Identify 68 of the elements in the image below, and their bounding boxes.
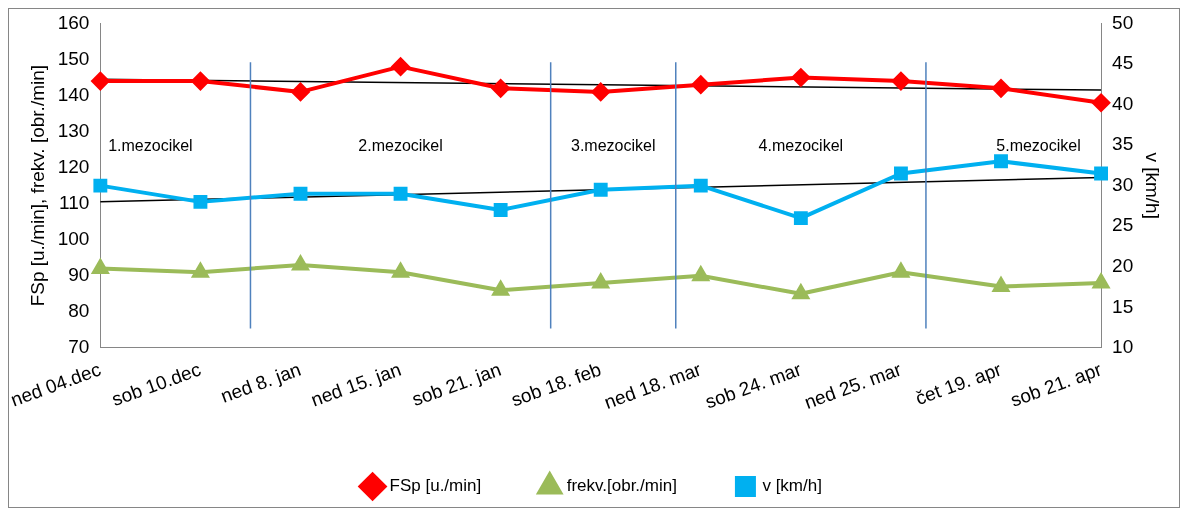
point: [291, 82, 310, 101]
y-tick-label: 100: [57, 227, 90, 249]
y2-tick-label: 45: [1112, 52, 1134, 74]
x-tick-label: ned 04.dec: [7, 358, 104, 411]
x-tick-label: sob 21. jan: [409, 358, 504, 411]
y2-tick-label: 35: [1112, 133, 1134, 155]
point: [393, 186, 408, 201]
y-tick-label: 70: [68, 336, 90, 358]
y-axis-title: FSp [u./min], frekv. [obr./min]: [27, 64, 49, 307]
point: [292, 255, 309, 271]
x-tick-label: sob 10.dec: [109, 358, 204, 411]
y2-tick-label: 40: [1112, 92, 1134, 114]
y2-tick-label: 10: [1112, 336, 1134, 358]
legend-label: frekv.[obr./min]: [566, 476, 677, 496]
y-tick-label: 80: [68, 300, 90, 322]
y2-tick-label: 50: [1112, 11, 1134, 33]
legend-label: FSp [u./min]: [389, 476, 482, 496]
point: [892, 263, 909, 278]
y-tick-label: 150: [57, 47, 90, 69]
y2-tick-label: 20: [1112, 255, 1134, 277]
point: [193, 194, 208, 209]
y2-axis-title: v [km/h]: [1142, 152, 1164, 219]
x-tick-label: ned 15. jan: [308, 358, 404, 411]
x-tick-label: sob 21. apr: [1007, 358, 1105, 411]
point: [491, 79, 510, 98]
point: [192, 263, 209, 278]
y-tick-label: 140: [57, 83, 90, 105]
legend-label: v [km/h]: [762, 476, 822, 496]
point: [391, 57, 410, 76]
point: [691, 75, 710, 94]
point: [592, 274, 609, 289]
point: [191, 72, 210, 91]
point: [593, 182, 608, 197]
point: [93, 178, 108, 193]
annotation: 3.mezocikel: [570, 137, 656, 155]
point: [793, 211, 808, 226]
y-tick-label: 90: [68, 264, 90, 286]
x-tick-label: ned 8. jan: [218, 358, 304, 407]
point: [1092, 93, 1111, 112]
y2-tick-label: 15: [1112, 295, 1134, 317]
x-tick-label: čet 19. apr: [912, 358, 1005, 409]
point: [893, 166, 908, 181]
point: [693, 178, 708, 193]
annotation: 1.mezocikel: [108, 137, 193, 155]
point: [791, 68, 810, 87]
point: [493, 203, 508, 217]
x-tick-label: sob 18. feb: [508, 358, 604, 411]
annotation: 4.mezocikel: [758, 137, 844, 155]
point: [994, 154, 1008, 169]
annotation: 2.mezocikel: [358, 137, 443, 155]
point: [392, 263, 409, 278]
x-tick-label: ned 18. mar: [601, 358, 705, 413]
annotation: 5.mezocikel: [996, 137, 1081, 155]
y2-tick-label: 25: [1112, 214, 1134, 236]
y-tick-label: 110: [59, 191, 90, 213]
y-tick-label: 160: [57, 11, 90, 33]
point: [591, 82, 610, 101]
y-tick-label: 130: [57, 119, 90, 141]
y2-tick-label: 30: [1112, 173, 1134, 195]
point: [992, 79, 1010, 98]
point: [91, 257, 110, 275]
point: [891, 72, 910, 91]
point: [1093, 274, 1110, 289]
point: [91, 72, 110, 91]
y-tick-label: 120: [57, 155, 90, 177]
point: [492, 281, 509, 296]
point: [1094, 166, 1109, 181]
point: [293, 186, 308, 201]
